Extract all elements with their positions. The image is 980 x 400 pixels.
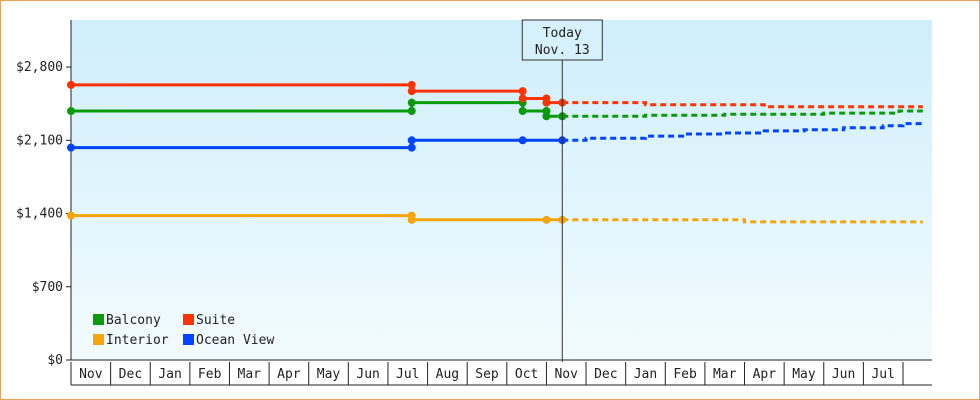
balcony-point (67, 107, 75, 116)
month-label: Sep (475, 367, 499, 382)
month-label: Jun (832, 367, 855, 382)
today-date: Nov. 13 (535, 43, 590, 58)
interior-point (67, 211, 75, 220)
legend-swatch-suite (183, 314, 194, 325)
legend-swatch-balcony (93, 314, 104, 325)
month-label: Feb (673, 367, 697, 382)
interior-forecast-line (562, 218, 923, 224)
month-label: Mar (713, 367, 737, 382)
balcony-point (407, 98, 416, 107)
y-tick-label: $0 (47, 353, 63, 368)
suite-point (67, 80, 75, 89)
plot-area (71, 20, 932, 360)
ocean-view-forecast-line (562, 122, 923, 142)
balcony-point (407, 107, 416, 116)
month-label: Jul (396, 367, 419, 382)
month-label: Dec (119, 367, 142, 382)
interior-point (407, 215, 416, 224)
y-tick-label: $700 (32, 280, 63, 295)
suite-point (407, 80, 416, 89)
balcony-point (518, 107, 527, 116)
legend-swatch-interior (93, 334, 104, 345)
month-label: Jan (634, 367, 657, 382)
suite-point (518, 87, 527, 96)
interior-point (542, 215, 551, 224)
legend-swatch-ocean-view (183, 334, 194, 345)
month-label: Aug (436, 367, 459, 382)
month-label: May (317, 367, 341, 382)
month-label: Feb (198, 367, 222, 382)
month-label: May (792, 367, 816, 382)
month-label: Apr (753, 367, 777, 382)
y-tick-label: $2,100 (16, 133, 63, 148)
legend-label-ocean-view: Ocean View (196, 333, 274, 348)
suite-forecast-line (562, 101, 923, 109)
ocean-view-point (67, 143, 75, 152)
month-label: Nov (79, 367, 103, 382)
month-label: Nov (554, 367, 578, 382)
month-label: Apr (277, 367, 301, 382)
month-label: Mar (238, 367, 262, 382)
balcony-point (542, 112, 551, 121)
legend-label-suite: Suite (196, 313, 235, 328)
month-label: Jul (871, 367, 894, 382)
ocean-view-point (407, 136, 416, 145)
suite-point (542, 98, 551, 107)
y-tick-label: $2,800 (16, 60, 63, 75)
y-tick-label: $1,400 (16, 207, 63, 222)
month-label: Dec (594, 367, 617, 382)
suite-point (518, 94, 527, 103)
ocean-view-point (518, 136, 527, 145)
today-box (521, 19, 603, 61)
today-label: Today (543, 26, 582, 41)
suite-point (407, 87, 416, 96)
ocean-view-point (407, 143, 416, 152)
month-label: Oct (515, 367, 538, 382)
balcony-forecast-line (562, 109, 923, 118)
month-label: Jan (158, 367, 181, 382)
legend-label-interior: Interior (106, 333, 169, 348)
month-label: Jun (356, 367, 379, 382)
legend-label-balcony: Balcony (106, 313, 161, 328)
